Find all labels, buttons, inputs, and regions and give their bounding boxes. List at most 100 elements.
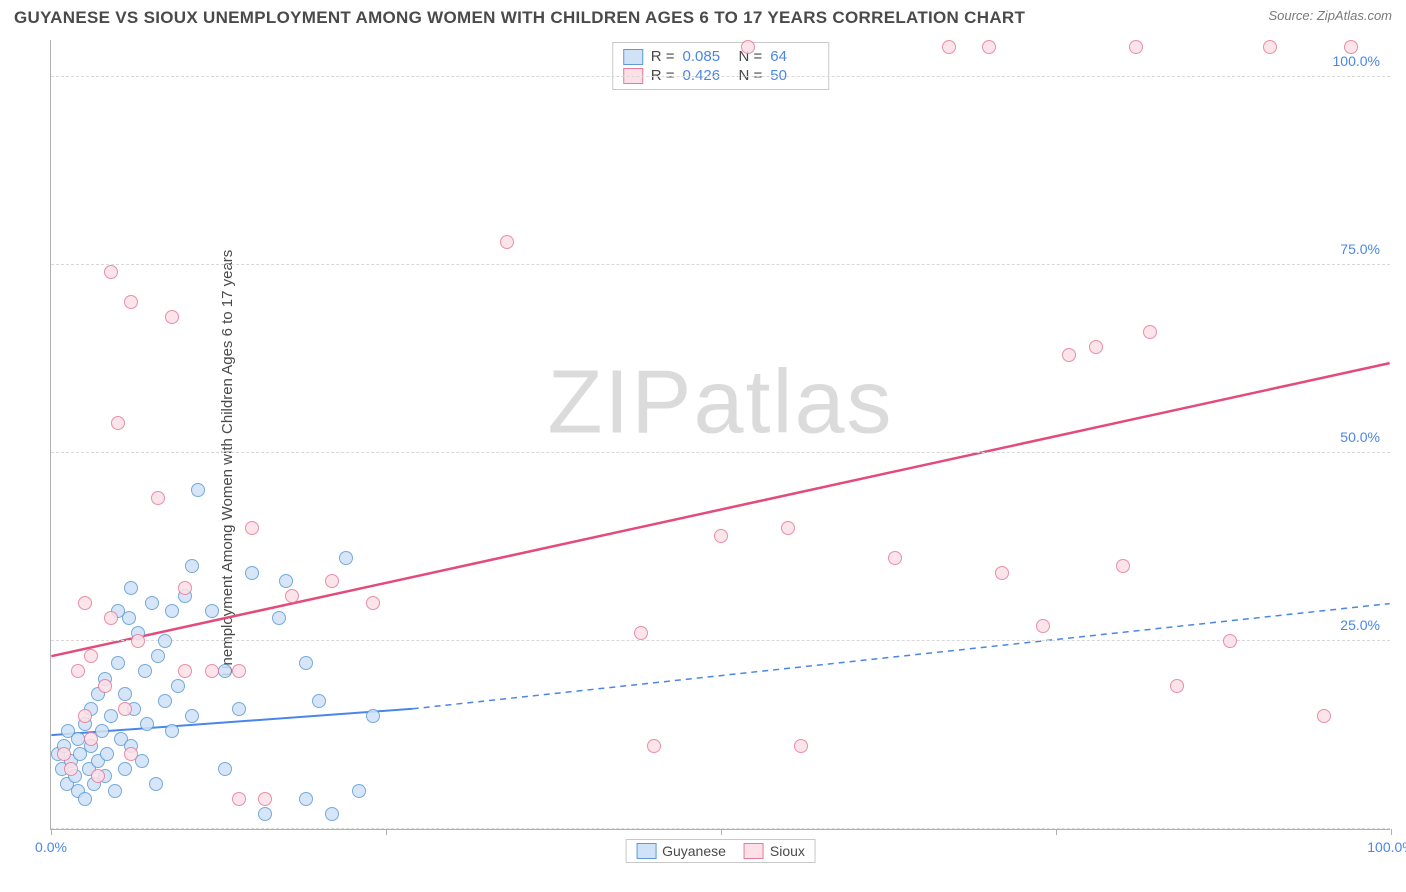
r-value: 0.085 [683, 48, 731, 65]
data-point [232, 702, 246, 716]
x-tick-label: 0.0% [35, 839, 67, 855]
y-tick-label: 25.0% [1340, 617, 1380, 633]
data-point [1170, 679, 1184, 693]
data-point [118, 762, 132, 776]
chart-container: Unemployment Among Women with Children A… [0, 34, 1406, 892]
data-point [714, 529, 728, 543]
data-point [145, 596, 159, 610]
data-point [158, 694, 172, 708]
legend-label: Guyanese [662, 843, 726, 859]
data-point [279, 574, 293, 588]
n-value: 64 [770, 48, 818, 65]
legend-item: Guyanese [636, 843, 726, 859]
legend-swatch [623, 49, 643, 65]
data-point [232, 792, 246, 806]
gridline [51, 76, 1390, 77]
series-legend: Guyanese Sioux [625, 839, 816, 863]
data-point [178, 664, 192, 678]
data-point [124, 747, 138, 761]
data-point [647, 739, 661, 753]
data-point [191, 483, 205, 497]
data-point [258, 792, 272, 806]
data-point [1344, 40, 1358, 54]
data-point [205, 664, 219, 678]
data-point [111, 416, 125, 430]
x-tick-label: 100.0% [1367, 839, 1406, 855]
data-point [1062, 348, 1076, 362]
data-point [299, 656, 313, 670]
data-point [352, 784, 366, 798]
data-point [1143, 325, 1157, 339]
legend-swatch [744, 843, 764, 859]
data-point [108, 784, 122, 798]
data-point [91, 769, 105, 783]
data-point [1036, 619, 1050, 633]
data-point [178, 581, 192, 595]
data-point [339, 551, 353, 565]
x-tick [386, 829, 387, 835]
data-point [78, 709, 92, 723]
chart-title: GUYANESE VS SIOUX UNEMPLOYMENT AMONG WOM… [14, 8, 1025, 28]
y-tick-label: 100.0% [1333, 53, 1380, 69]
data-point [299, 792, 313, 806]
data-point [111, 656, 125, 670]
x-tick [721, 829, 722, 835]
data-point [149, 777, 163, 791]
data-point [104, 265, 118, 279]
data-point [122, 611, 136, 625]
watermark: ZIPatlas [547, 351, 893, 454]
data-point [218, 664, 232, 678]
data-point [140, 717, 154, 731]
data-point [151, 649, 165, 663]
data-point [57, 747, 71, 761]
data-point [118, 702, 132, 716]
data-point [1317, 709, 1331, 723]
data-point [205, 604, 219, 618]
data-point [1089, 340, 1103, 354]
y-tick-label: 75.0% [1340, 241, 1380, 257]
x-tick [1391, 829, 1392, 835]
data-point [245, 521, 259, 535]
data-point [64, 762, 78, 776]
data-point [185, 559, 199, 573]
data-point [71, 732, 85, 746]
data-point [104, 709, 118, 723]
data-point [165, 724, 179, 738]
data-point [218, 762, 232, 776]
data-point [185, 709, 199, 723]
data-point [138, 664, 152, 678]
x-tick [51, 829, 52, 835]
data-point [165, 604, 179, 618]
data-point [1129, 40, 1143, 54]
gridline [51, 640, 1390, 641]
data-point [366, 709, 380, 723]
data-point [1223, 634, 1237, 648]
data-point [312, 694, 326, 708]
y-tick-label: 50.0% [1340, 429, 1380, 445]
data-point [794, 739, 808, 753]
legend-item: Sioux [744, 843, 805, 859]
data-point [995, 566, 1009, 580]
gridline [51, 264, 1390, 265]
data-point [124, 581, 138, 595]
data-point [285, 589, 299, 603]
data-point [165, 310, 179, 324]
data-point [71, 664, 85, 678]
data-point [131, 634, 145, 648]
data-point [272, 611, 286, 625]
data-point [78, 792, 92, 806]
data-point [84, 649, 98, 663]
data-point [98, 679, 112, 693]
data-point [366, 596, 380, 610]
source-label: Source: ZipAtlas.com [1268, 8, 1392, 23]
data-point [100, 747, 114, 761]
data-point [258, 807, 272, 821]
data-point [245, 566, 259, 580]
data-point [78, 596, 92, 610]
legend-swatch [636, 843, 656, 859]
data-point [888, 551, 902, 565]
gridline [51, 452, 1390, 453]
data-point [942, 40, 956, 54]
data-point [158, 634, 172, 648]
data-point [1116, 559, 1130, 573]
